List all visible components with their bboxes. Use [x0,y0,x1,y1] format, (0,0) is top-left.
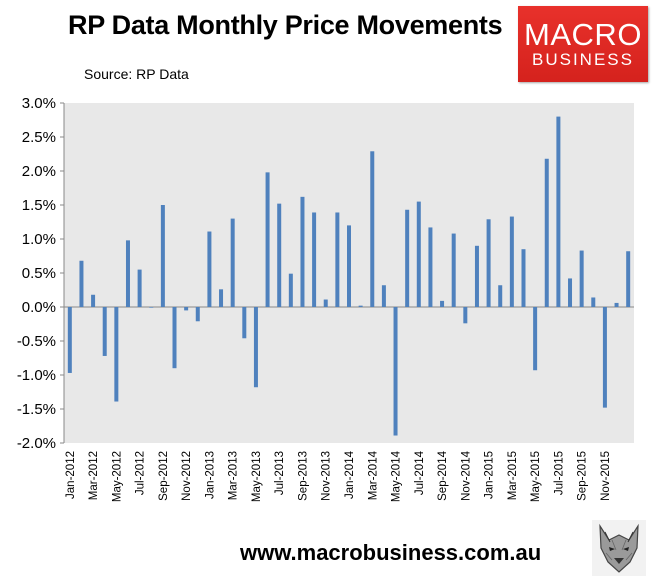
bar [172,307,177,369]
x-tick-label: Nov-2014 [460,450,472,500]
bar [137,269,142,307]
bar [579,250,584,307]
bar [521,249,526,307]
bar [160,205,165,307]
x-tick-label: May-2012 [111,451,123,502]
bar [207,231,212,307]
bar [509,216,514,307]
bar [428,227,433,307]
x-tick-label: Jul-2012 [135,451,147,495]
y-tick-label: 2.5% [22,129,56,146]
x-tick-label: May-2013 [251,451,263,502]
x-tick-label: Nov-2013 [321,451,333,501]
bar [288,273,293,307]
y-tick-label: 0.5% [22,265,56,282]
bar [219,289,224,307]
bar [347,225,351,307]
bar [614,302,619,307]
bar [381,285,386,307]
y-tick-label: 0.0% [22,299,56,316]
bar [230,218,235,307]
footer-url: www.macrobusiness.com.au [240,540,542,565]
x-tick-label: Sep-2015 [577,451,589,501]
x-tick-label: Jan-2014 [344,450,356,499]
bar [242,307,247,339]
chart-title: RP Data Monthly Price Movements [68,10,503,40]
bar [253,307,258,388]
bar [474,245,479,307]
logo-line-1: MACRO [524,17,642,52]
bar [568,278,573,307]
bar [195,307,200,322]
y-tick-label: 2.0% [22,163,56,180]
bar [463,307,468,324]
bar [498,285,503,307]
bar [544,158,549,307]
bar [533,307,538,371]
logo-line-2: BUSINESS [532,50,634,69]
x-tick-label: Jan-2013 [204,451,216,499]
x-tick-label: Sep-2012 [158,451,170,501]
bar [405,209,410,307]
x-tick-label: Jan-2012 [65,451,77,499]
chart-subtitle: Source: RP Data [84,66,189,82]
bar [265,172,270,307]
bar [416,201,421,307]
bar [300,196,305,307]
x-tick-label: Mar-2014 [367,450,379,500]
y-tick-label: 1.5% [22,197,56,214]
y-tick-label: 1.0% [22,231,56,248]
bar [149,307,154,308]
bar [486,219,491,307]
bar [335,212,340,307]
bar [370,151,375,307]
x-tick-label: May-2015 [530,451,542,502]
bar [393,307,398,436]
bar [451,233,456,307]
x-tick-label: Mar-2015 [507,451,519,500]
bar [91,294,96,307]
x-tick-label: Sep-2014 [437,450,449,500]
x-tick-label: Sep-2013 [297,451,309,501]
bar-series [67,116,631,436]
x-tick-label: Jul-2014 [414,450,426,495]
y-tick-label: 3.0% [22,95,56,112]
bar [277,203,282,307]
x-tick-label: Nov-2012 [181,451,193,501]
x-tick-label: Jul-2013 [274,451,286,495]
x-tick-label: Mar-2013 [228,451,240,500]
y-tick-label: -1.5% [17,401,56,418]
x-tick-label: Nov-2015 [600,451,612,501]
bar [184,307,189,311]
bar [591,297,596,307]
bar [312,212,317,307]
x-tick-label: Mar-2012 [88,451,100,500]
bar [602,307,607,408]
bar [323,299,328,307]
y-tick-label: -1.0% [17,367,56,384]
bar [125,240,130,307]
bar [67,307,72,373]
bar [556,116,561,307]
x-tick-label: Jan-2015 [484,451,496,499]
bar [102,307,107,356]
bar [114,307,119,402]
macrobusiness-logo: MACRO BUSINESS [518,6,648,82]
x-axis: Jan-2012 Mar-2012 May-2012 Jul-2012 Sep-2012… [64,306,634,502]
bar [79,260,84,307]
y-tick-label: -0.5% [17,333,56,350]
y-tick-label: -2.0% [17,435,56,452]
x-tick-label: Jul-2015 [553,451,565,495]
wolf-head-icon [592,520,646,576]
x-tick-label: May-2014 [391,450,403,502]
bar [626,251,631,307]
bar [358,305,363,307]
y-axis: -2.0% -1.5% -1.0% -0.5% 0.0% 0.5% 1.0% 1.5% 2.0%… [17,95,65,452]
bar [440,300,445,307]
